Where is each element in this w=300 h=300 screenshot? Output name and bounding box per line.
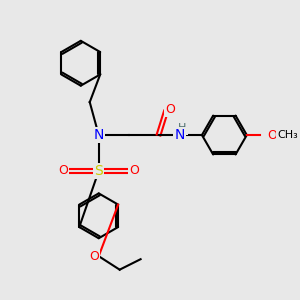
Text: O: O (267, 128, 277, 142)
Text: O: O (130, 164, 140, 177)
Text: N: N (174, 128, 185, 142)
Text: O: O (58, 164, 68, 177)
Text: O: O (166, 103, 176, 116)
Text: H: H (178, 124, 187, 134)
Text: CH₃: CH₃ (278, 130, 298, 140)
Text: N: N (94, 128, 104, 142)
Text: O: O (89, 250, 99, 263)
Text: S: S (94, 164, 103, 178)
